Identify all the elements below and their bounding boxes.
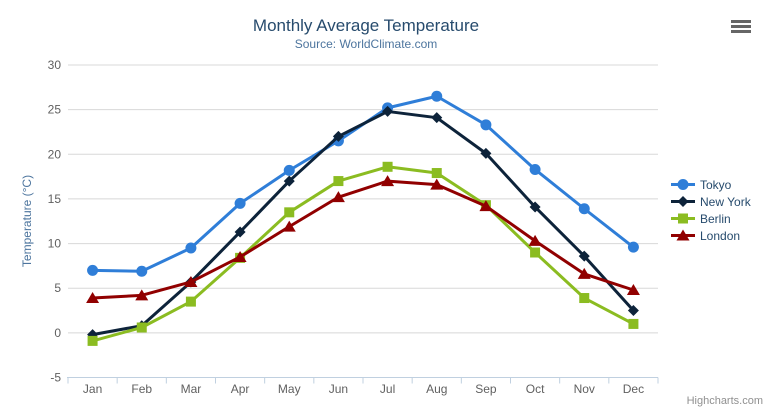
chart-subtitle: Source: WorldClimate.com: [294, 37, 438, 51]
y-axis-labels: -5 0 5 10 15 20 25 30: [48, 58, 62, 385]
chart-title: Monthly Average Temperature: [252, 16, 480, 35]
svg-text:Dec: Dec: [623, 382, 644, 396]
svg-text:May: May: [278, 382, 301, 396]
svg-text:25: 25: [48, 103, 62, 117]
svg-text:Oct: Oct: [526, 382, 545, 396]
series-tokyo: [87, 90, 639, 277]
svg-text:0: 0: [54, 326, 61, 340]
svg-text:Apr: Apr: [231, 382, 250, 396]
legend-marker-square-icon: [671, 213, 695, 224]
legend-item-new-york[interactable]: New York: [671, 194, 751, 209]
svg-text:-5: -5: [50, 371, 61, 385]
legend-label: London: [700, 228, 741, 243]
svg-text:Feb: Feb: [131, 382, 152, 396]
series-london: [86, 175, 640, 304]
svg-text:15: 15: [48, 192, 62, 206]
chart-legend: Tokyo New York Berlin London: [671, 178, 751, 246]
svg-text:Aug: Aug: [426, 382, 447, 396]
svg-text:Jan: Jan: [83, 382, 102, 396]
x-axis: Jan Feb Mar Apr May Jun Jul Aug Sep Oct Nov Dec: [67, 377, 659, 396]
svg-text:Mar: Mar: [181, 382, 202, 396]
hamburger-menu-icon: [731, 20, 751, 23]
chart-context-menu-button[interactable]: [731, 20, 752, 34]
svg-text:20: 20: [48, 147, 62, 161]
svg-text:Jul: Jul: [380, 382, 395, 396]
legend-label: New York: [700, 194, 751, 209]
highcharts-credit[interactable]: Highcharts.com: [686, 395, 763, 407]
legend-marker-diamond-icon: [671, 196, 695, 207]
svg-text:Jun: Jun: [329, 382, 348, 396]
legend-marker-circle-icon: [671, 179, 695, 190]
series-new-york: [87, 105, 639, 341]
legend-label: Tokyo: [700, 177, 732, 192]
svg-text:Nov: Nov: [574, 382, 595, 396]
legend-item-tokyo[interactable]: Tokyo: [671, 177, 751, 192]
svg-text:10: 10: [48, 237, 62, 251]
svg-text:5: 5: [54, 281, 61, 295]
legend-label: Berlin: [700, 211, 731, 226]
legend-item-berlin[interactable]: Berlin: [671, 211, 751, 226]
y-gridlines: [68, 64, 658, 378]
legend-marker-triangle-icon: [671, 229, 695, 241]
svg-text:Sep: Sep: [475, 382, 497, 396]
svg-text:30: 30: [48, 58, 62, 72]
legend-item-london[interactable]: London: [671, 228, 751, 243]
y-axis-title: Temperature (°C): [20, 175, 34, 267]
